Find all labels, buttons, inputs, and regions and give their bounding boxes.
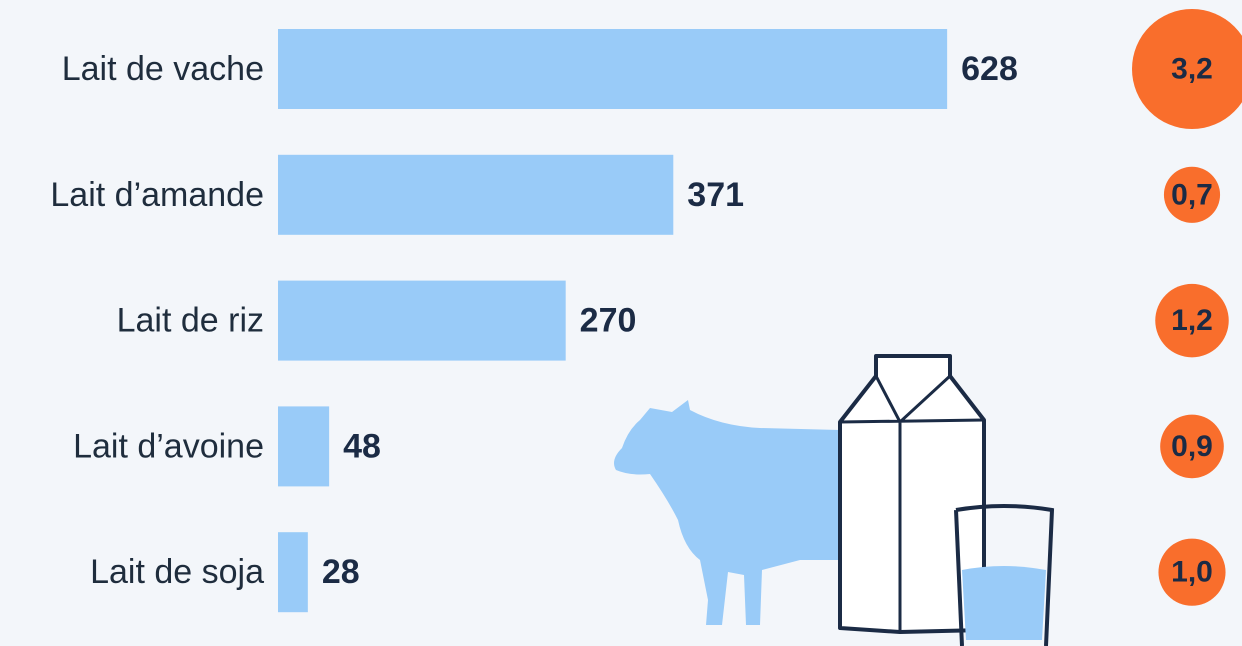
category-label: Lait d’avoine bbox=[73, 427, 264, 465]
bubble bbox=[1160, 414, 1224, 479]
category-label: Lait de vache bbox=[62, 50, 264, 88]
category-label: Lait de soja bbox=[90, 553, 264, 591]
value-label: 48 bbox=[343, 427, 381, 465]
value-label: 628 bbox=[961, 50, 1018, 88]
cow bbox=[614, 400, 840, 625]
bubble bbox=[1158, 538, 1226, 606]
category-label: Lait d’amande bbox=[50, 176, 264, 214]
bar bbox=[278, 154, 674, 235]
bubble bbox=[1163, 166, 1221, 223]
illustration bbox=[614, 354, 1055, 646]
bar bbox=[278, 532, 308, 613]
category-label: Lait de riz bbox=[117, 302, 264, 340]
bubble-label: 0,7 bbox=[1171, 178, 1213, 211]
bubble bbox=[1155, 283, 1229, 358]
bubble-label: 0,9 bbox=[1171, 430, 1213, 463]
bubble-label: 1,0 bbox=[1171, 556, 1213, 589]
bubble-label: 3,2 bbox=[1171, 53, 1213, 86]
carton-lines bbox=[839, 374, 985, 632]
value-label: 270 bbox=[580, 302, 637, 340]
value-label: 371 bbox=[687, 176, 744, 214]
bar bbox=[278, 29, 948, 109]
bubble-label: 1,2 bbox=[1171, 304, 1213, 337]
bar bbox=[278, 280, 566, 361]
bubble bbox=[1132, 9, 1242, 129]
milk bbox=[962, 566, 1046, 640]
glass bbox=[954, 504, 1055, 646]
bar bbox=[278, 406, 330, 487]
value-label: 28 bbox=[322, 553, 360, 591]
milk-carton bbox=[838, 354, 986, 634]
